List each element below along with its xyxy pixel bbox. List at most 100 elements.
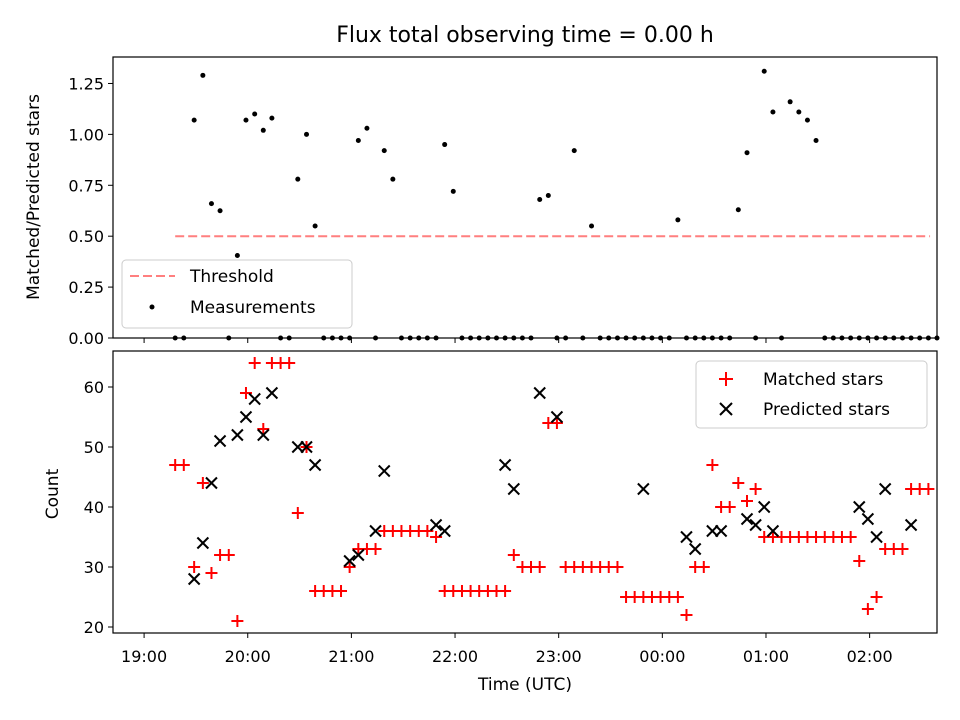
bottom-y-tick-label: 60	[84, 378, 104, 397]
top-y-tick-label: 0.25	[68, 278, 104, 297]
measurement-point	[208, 201, 214, 207]
measurement-point	[735, 207, 741, 213]
predicted-star-point	[308, 458, 322, 472]
measurement-point	[390, 176, 396, 182]
predicted-star-point	[257, 428, 270, 442]
matched-star-point	[177, 459, 190, 471]
measurement-point	[537, 197, 543, 203]
bottom-legend: Matched stars Predicted stars	[695, 360, 928, 429]
matched-star-point	[507, 549, 520, 561]
bottom-legend-box	[695, 360, 928, 429]
predicted-star-point	[550, 410, 564, 424]
bottom-y-tick-label: 30	[84, 558, 104, 577]
measurement-point	[243, 117, 249, 123]
measurement-point	[675, 217, 681, 223]
measurement-point	[804, 117, 810, 123]
bottom-y-tick-label: 20	[84, 618, 104, 637]
predicted-stars-points	[187, 386, 918, 586]
matched-star-point	[188, 561, 201, 573]
top-y-tick-label: 0.00	[68, 329, 104, 348]
matched-star-point	[533, 561, 546, 573]
measurement-point	[269, 115, 275, 121]
matched-star-point	[671, 591, 684, 603]
top-y-tick-label: 0.75	[68, 176, 104, 195]
measurement-point	[355, 137, 361, 143]
predicted-star-point	[378, 464, 391, 478]
measurement-point	[442, 142, 448, 148]
predicted-star-point	[507, 482, 521, 496]
measurement-point	[744, 150, 750, 156]
legend-threshold-label: Threshold	[189, 267, 274, 287]
measurement-point	[217, 208, 223, 214]
measurement-point	[450, 188, 456, 194]
bottom-x-tick-label: 22:00	[432, 647, 478, 666]
matched-star-point	[611, 561, 624, 573]
measurement-point	[252, 111, 258, 117]
predicted-star-point	[239, 410, 253, 424]
predicted-star-point	[196, 536, 210, 550]
chart-title: Flux total observing time = 0.00 h	[336, 23, 714, 48]
matched-star-point	[697, 561, 710, 573]
measurement-point	[260, 127, 266, 133]
measurement-point	[191, 117, 197, 123]
measurement-point	[364, 125, 370, 131]
predicted-star-point	[187, 572, 201, 586]
bottom-x-tick-label: 21:00	[328, 647, 374, 666]
predicted-star-point	[680, 530, 693, 544]
bottom-y-tick-label: 40	[84, 498, 104, 517]
predicted-star-point	[533, 386, 546, 400]
matched-star-point	[283, 357, 296, 369]
bottom-x-tick-label: 01:00	[743, 647, 789, 666]
measurement-point	[571, 148, 577, 154]
matched-star-point	[870, 591, 883, 603]
matched-star-point	[291, 507, 304, 519]
matched-star-point	[421, 525, 434, 537]
predicted-star-point	[688, 542, 702, 556]
legend-measurements-label: Measurements	[190, 298, 316, 318]
matched-star-point	[861, 603, 874, 615]
predicted-star-point	[498, 458, 512, 472]
matched-star-point	[749, 483, 762, 495]
top-y-tick-label: 1.25	[68, 74, 104, 93]
bottom-x-tick-label: 23:00	[536, 647, 582, 666]
measurement-point	[312, 223, 318, 229]
predicted-star-point	[343, 554, 356, 568]
legend-matched-swatch	[719, 372, 733, 386]
matched-star-point	[343, 561, 356, 573]
predicted-star-point	[766, 524, 780, 538]
measurement-point	[813, 137, 819, 143]
top-y-tick-label: 0.50	[68, 227, 104, 246]
predicted-star-point	[758, 500, 771, 514]
bottom-x-tick-label: 20:00	[225, 647, 271, 666]
measurement-point	[796, 109, 802, 115]
legend-predicted-label: Predicted stars	[763, 400, 890, 420]
predicted-star-point	[231, 428, 244, 442]
matched-star-point	[430, 531, 443, 543]
top-x-ticks	[143, 338, 871, 343]
measurement-point	[770, 109, 776, 115]
matched-star-point	[499, 585, 512, 597]
matched-star-point	[680, 609, 693, 621]
bottom-x-ticks: 19:00 20:00 21:00 22:00 23:00 00:00 01:00 02:00	[121, 633, 893, 666]
matched-star-point	[205, 567, 218, 579]
top-y-tick-label: 1.00	[68, 125, 104, 144]
measurement-point	[589, 223, 595, 229]
bottom-y-tick-label: 50	[84, 438, 104, 457]
predicted-star-point	[878, 482, 892, 496]
legend-predicted-swatch	[719, 402, 733, 416]
predicted-star-point	[265, 386, 279, 400]
matched-star-point	[723, 501, 736, 513]
predicted-star-point	[352, 548, 365, 562]
top-legend-box	[121, 259, 353, 329]
measurement-point	[545, 192, 551, 198]
top-y-ticks: 0.00 0.25 0.50 0.75 1.00 1.25	[68, 74, 113, 348]
predicted-star-point	[904, 518, 918, 532]
top-y-axis-label: Matched/Predicted stars	[24, 94, 44, 300]
predicted-star-point	[637, 482, 650, 496]
predicted-star-point	[438, 524, 451, 538]
top-axes-frame	[112, 56, 938, 339]
bottom-x-tick-label: 19:00	[121, 647, 167, 666]
measurement-point	[295, 176, 301, 182]
predicted-star-point	[205, 476, 218, 490]
